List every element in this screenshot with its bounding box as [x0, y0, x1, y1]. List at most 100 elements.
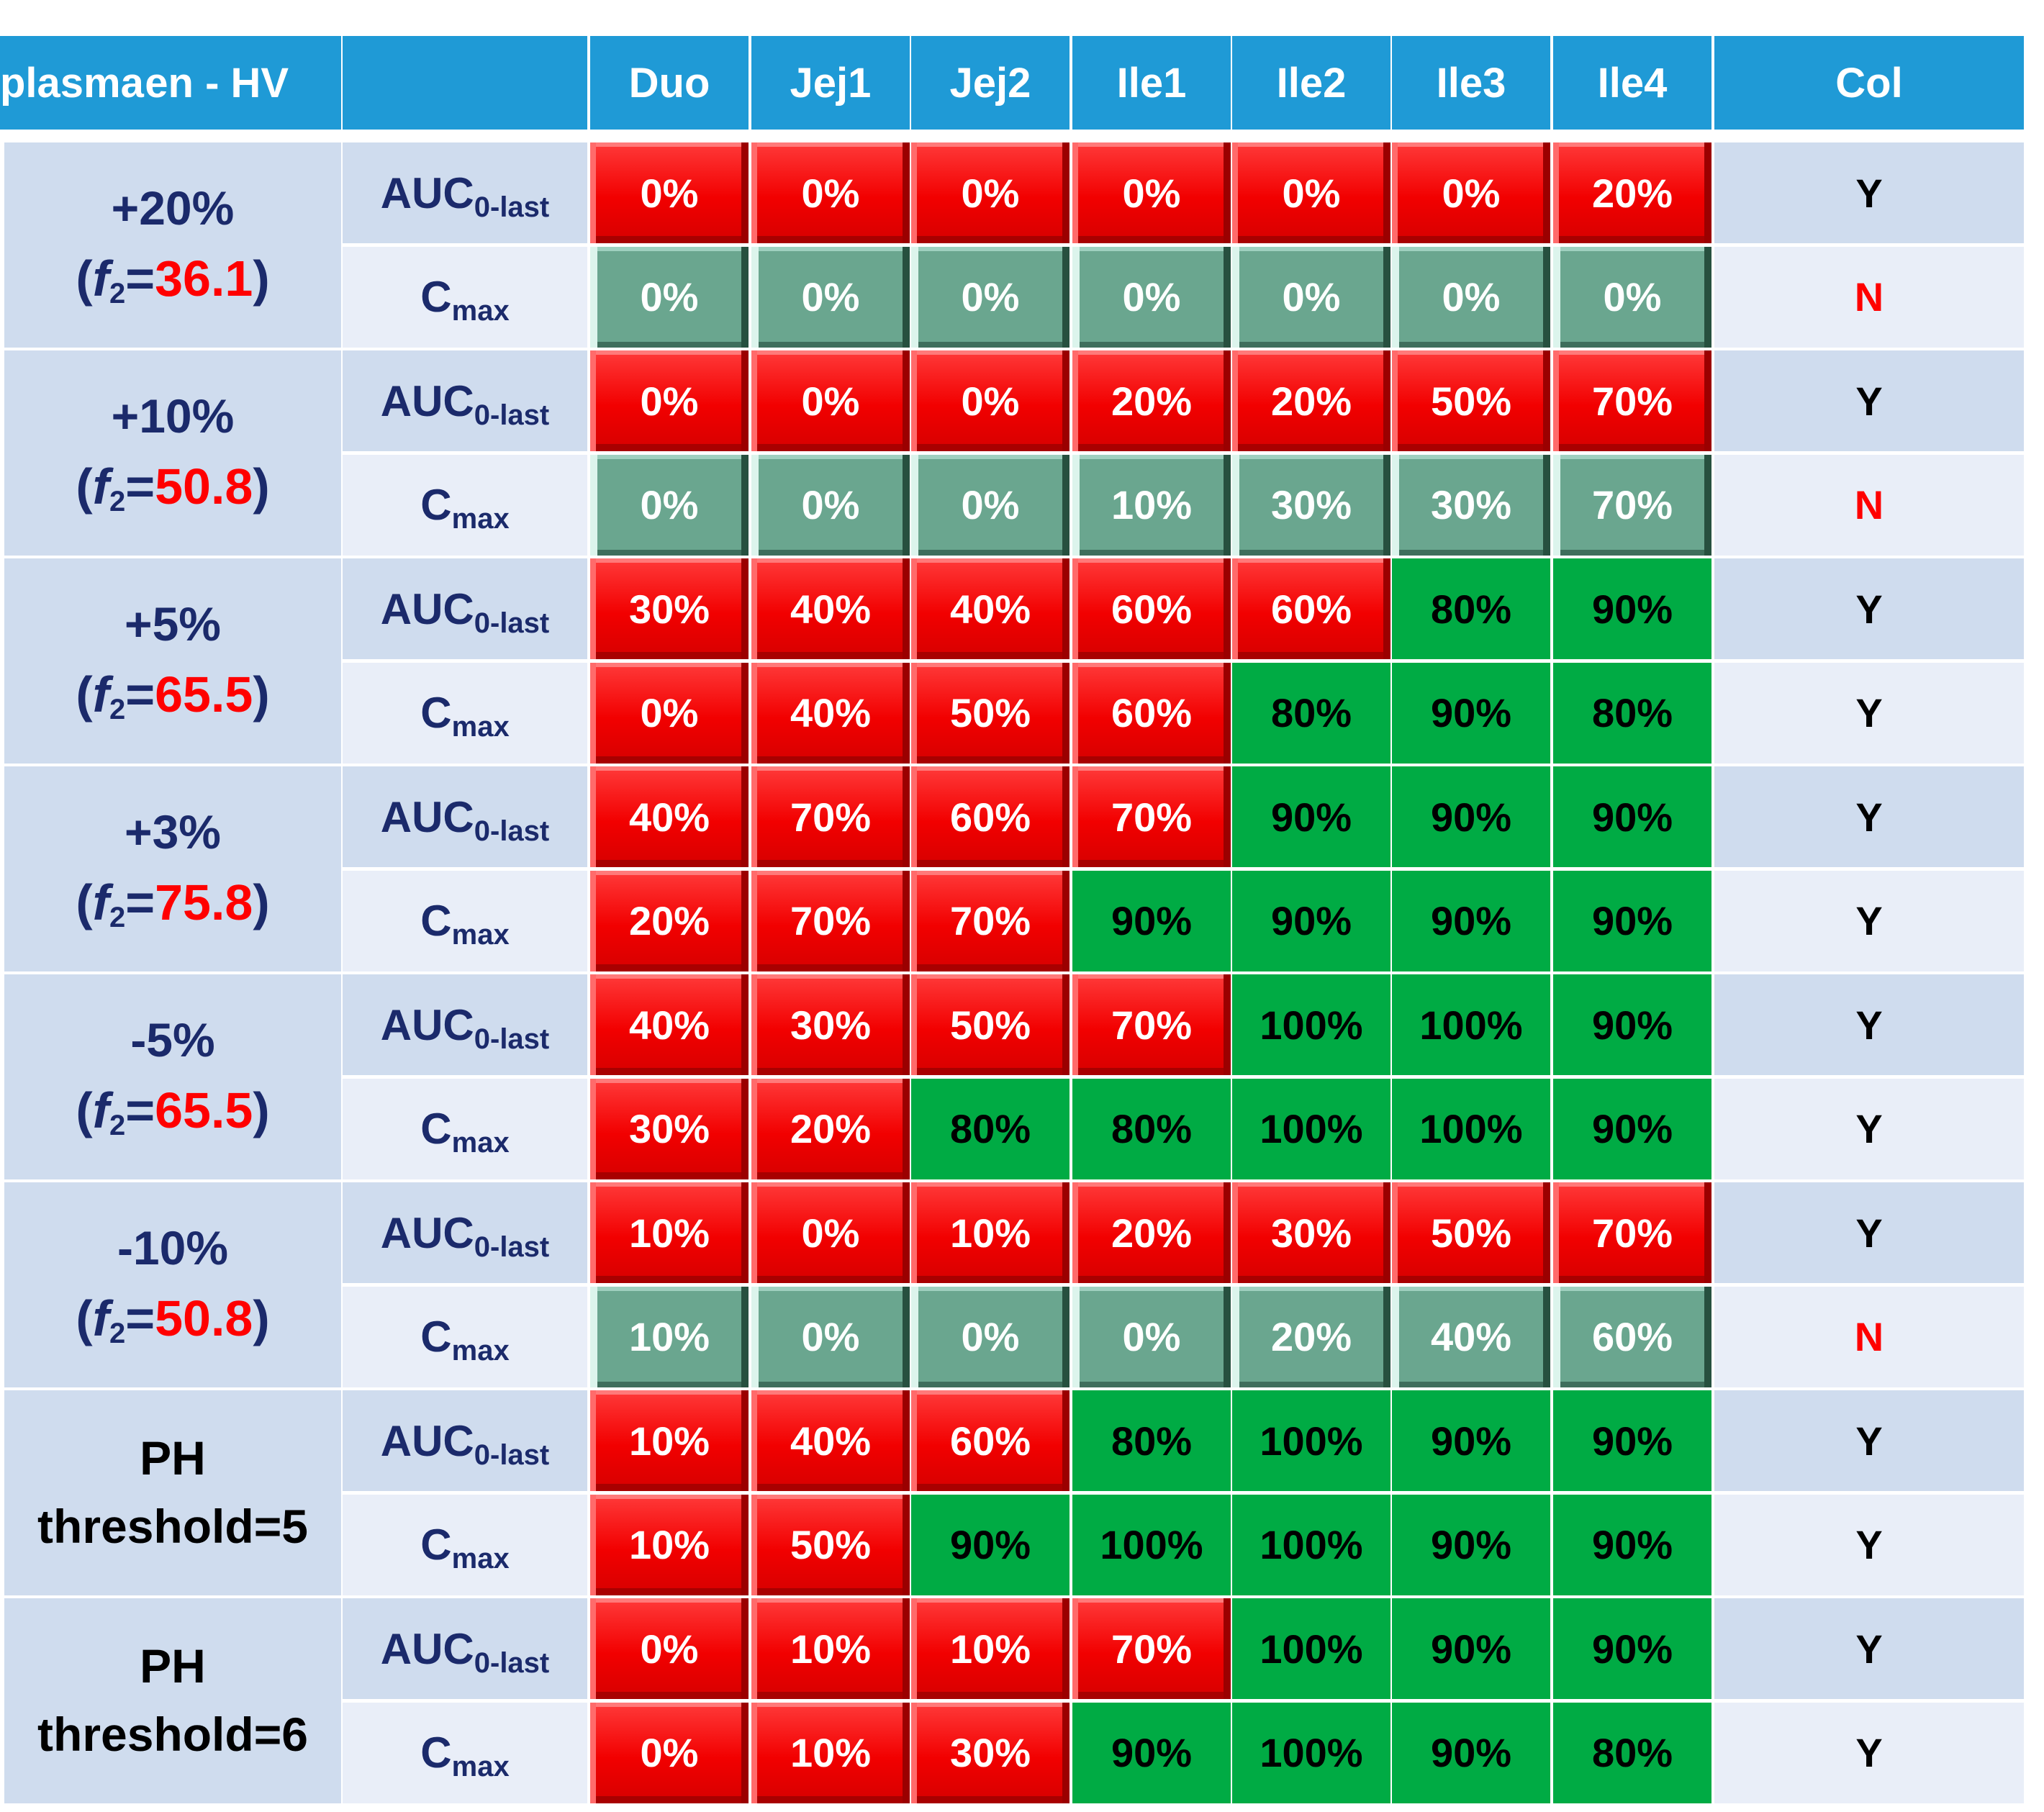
- plasma-result-text: Y: [1855, 1418, 1883, 1464]
- metric-subscript: max: [451, 1751, 510, 1782]
- metric-name: AUC: [380, 1208, 474, 1257]
- group-label-line: threshold=6: [37, 1708, 308, 1762]
- value-text: 0%: [1442, 274, 1501, 320]
- plasma-result-text: Y: [1855, 1730, 1883, 1775]
- value-text: 70%: [1111, 794, 1193, 840]
- value-cell: 0%: [1072, 1286, 1231, 1387]
- f2-subscript: 2: [109, 1110, 126, 1142]
- value-cell: 90%: [1553, 1390, 1711, 1491]
- value-cell: 0%: [590, 350, 749, 451]
- column-header-text: Duo: [628, 59, 710, 107]
- metric-name: C: [420, 689, 452, 737]
- value-text: 90%: [1111, 898, 1193, 943]
- value-text: 0%: [961, 1314, 1020, 1359]
- value-text: 20%: [790, 1106, 872, 1151]
- value-text: 100%: [1260, 1522, 1363, 1567]
- f2-symbol: f: [92, 250, 109, 307]
- value-text: 80%: [1591, 690, 1673, 735]
- value-text: 0%: [640, 1730, 699, 1775]
- value-cell: 40%: [1392, 1286, 1550, 1387]
- value-text: 0%: [1122, 170, 1181, 216]
- value-text: 50%: [949, 690, 1031, 735]
- value-cell: 0%: [1553, 246, 1711, 348]
- metric-subscript: max: [451, 295, 510, 327]
- value-text: 0%: [961, 170, 1020, 216]
- group-label-line: PH: [140, 1431, 206, 1485]
- value-cell: 0%: [1392, 246, 1550, 348]
- value-text: 10%: [628, 1418, 710, 1464]
- f2-value: 65.5: [155, 1082, 253, 1139]
- metric-name: AUC: [380, 792, 474, 841]
- value-cell: 70%: [1072, 1598, 1231, 1699]
- plasma-result: Y: [1714, 558, 2024, 659]
- f2-value: 65.5: [155, 666, 253, 723]
- f2-similarity-label: (f2=50.8): [76, 1290, 270, 1350]
- plasma-result-text: Y: [1855, 1626, 1883, 1672]
- value-text: 80%: [1430, 586, 1512, 632]
- value-text: 70%: [1111, 1626, 1193, 1672]
- plasma-result: Y: [1714, 1390, 2024, 1491]
- value-text: 0%: [1282, 170, 1341, 216]
- value-cell: 10%: [590, 1286, 749, 1387]
- value-text: 0%: [801, 378, 860, 424]
- value-cell: 80%: [1553, 1702, 1711, 1803]
- value-cell: 0%: [751, 350, 910, 451]
- value-text: 10%: [949, 1626, 1031, 1672]
- value-text: 80%: [1591, 1730, 1673, 1775]
- value-text: 0%: [961, 378, 1020, 424]
- value-cell: 10%: [751, 1702, 910, 1803]
- value-cell: 0%: [590, 454, 749, 556]
- value-cell: 60%: [1553, 1286, 1711, 1387]
- value-cell: 20%: [1072, 350, 1231, 451]
- plasma-result: Y: [1714, 1494, 2024, 1595]
- f2-similarity-label: (f2=36.1): [76, 250, 270, 310]
- value-cell: 10%: [911, 1598, 1070, 1699]
- value-cell: 100%: [1232, 1598, 1390, 1699]
- value-text: 70%: [1591, 378, 1673, 424]
- group-label-line: PH: [140, 1639, 206, 1693]
- plasma-result: Y: [1714, 974, 2024, 1075]
- value-cell: 0%: [1232, 142, 1390, 243]
- plasma-result-text: Y: [1855, 170, 1883, 216]
- value-cell: 50%: [911, 974, 1070, 1075]
- value-text: 90%: [1430, 1418, 1512, 1464]
- value-cell: 90%: [1392, 1390, 1550, 1491]
- value-cell: 20%: [751, 1078, 910, 1179]
- value-text: 30%: [949, 1730, 1031, 1775]
- plasma-result: Y: [1714, 662, 2024, 764]
- value-text: 60%: [1111, 586, 1193, 632]
- value-cell: 20%: [1553, 142, 1711, 243]
- value-text: 0%: [801, 170, 860, 216]
- value-cell: 100%: [1392, 1078, 1550, 1179]
- value-text: 10%: [790, 1626, 872, 1672]
- value-text: 30%: [628, 586, 710, 632]
- value-cell: 30%: [590, 558, 749, 659]
- value-cell: 100%: [1232, 1078, 1390, 1179]
- value-text: 90%: [1591, 1418, 1673, 1464]
- value-text: 80%: [1270, 690, 1352, 735]
- value-cell: 20%: [1232, 1286, 1390, 1387]
- group-label-4: +3% (f2=75.8): [4, 766, 341, 971]
- value-cell: 50%: [751, 1494, 910, 1595]
- column-header-col: Col: [1714, 36, 2024, 130]
- metric-label-auc: AUC 0-last: [343, 350, 587, 451]
- value-text: 60%: [949, 1418, 1031, 1464]
- value-cell: 60%: [911, 766, 1070, 867]
- plasma-result: Y: [1714, 1182, 2024, 1283]
- value-cell: 0%: [1232, 246, 1390, 348]
- f2-value: 50.8: [155, 458, 253, 515]
- value-cell: 40%: [751, 558, 910, 659]
- value-cell: 40%: [751, 662, 910, 764]
- metric-name: C: [420, 897, 452, 945]
- metric-name: C: [420, 1105, 452, 1153]
- value-text: 20%: [628, 898, 710, 943]
- value-text: 90%: [1270, 898, 1352, 943]
- metric-subscript: max: [451, 1127, 510, 1159]
- group-label-text: +20%: [111, 181, 235, 235]
- value-text: 90%: [1591, 586, 1673, 632]
- value-cell: 0%: [590, 142, 749, 243]
- value-cell: 60%: [1072, 662, 1231, 764]
- value-text: 0%: [640, 274, 699, 320]
